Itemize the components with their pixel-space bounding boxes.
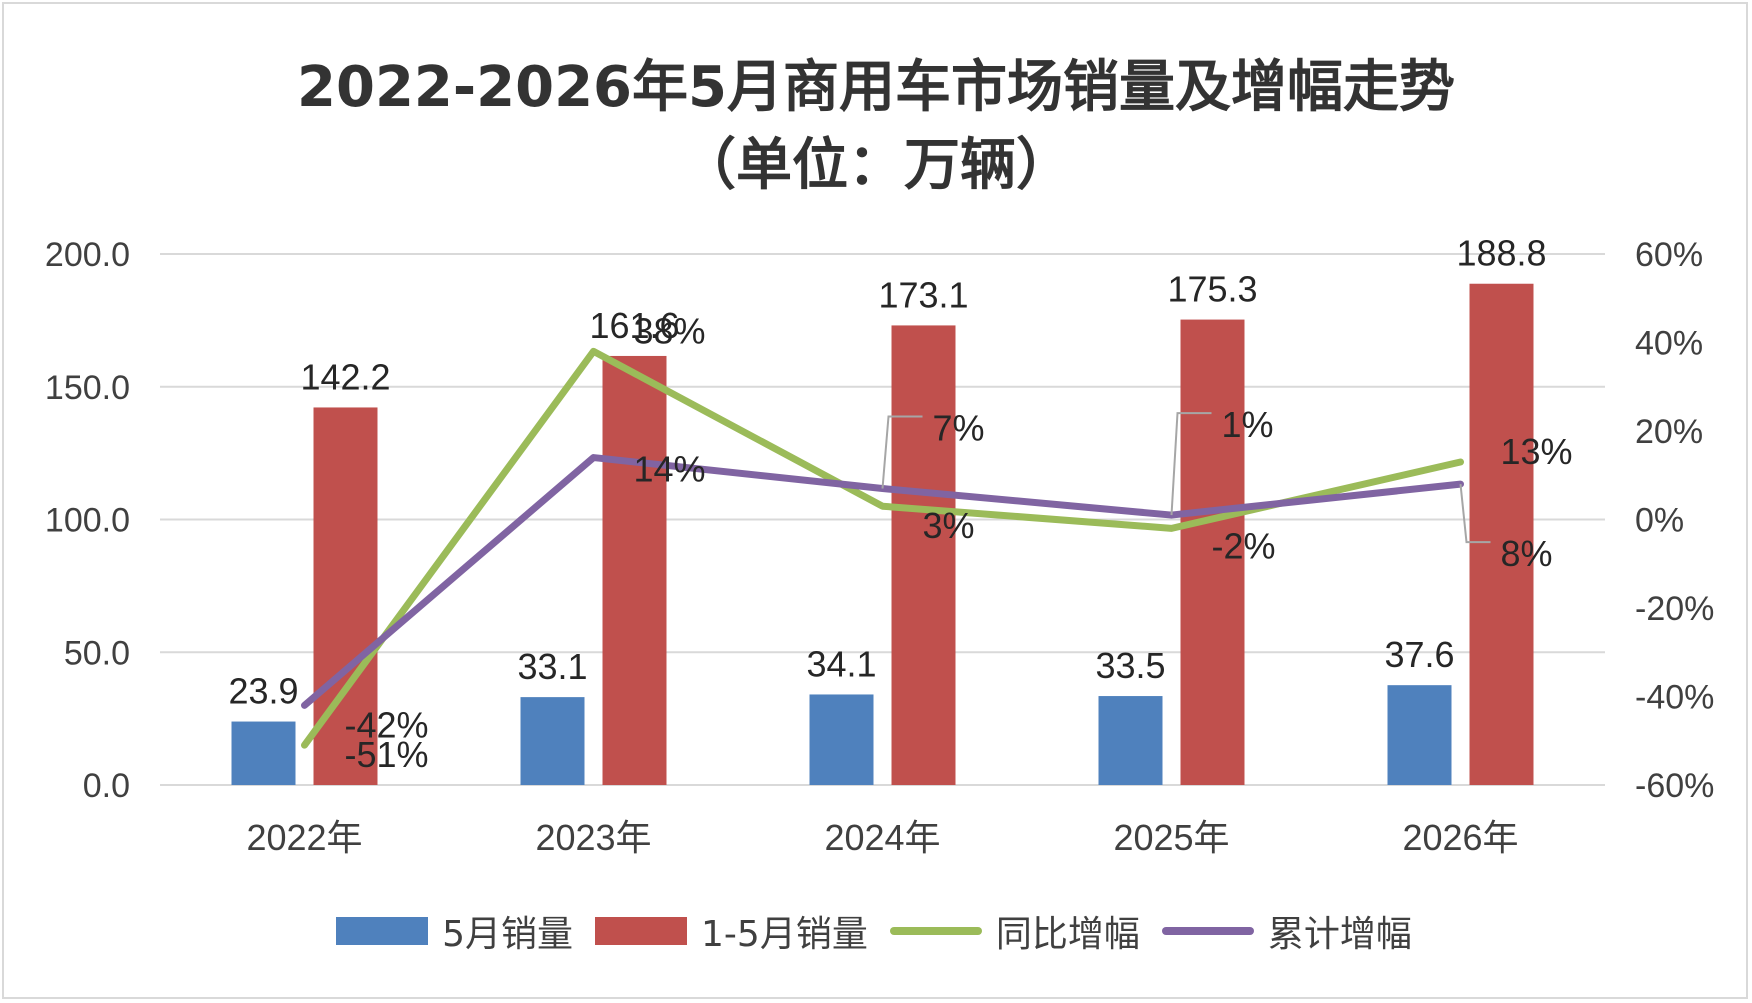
yoy-growth-data-label: -51% xyxy=(345,734,429,775)
ytd-sales-data-label: 175.3 xyxy=(1167,269,1257,310)
legend: 5月销量 1-5月销量 同比增幅 累计增幅 xyxy=(0,905,1752,957)
left-axis-tick-label: 0.0 xyxy=(83,767,130,805)
legend-item-yoy-growth: 同比增幅 xyxy=(889,905,1140,957)
yoy-growth-data-label: 3% xyxy=(923,505,975,546)
cumulative-growth-leader-line xyxy=(881,415,923,489)
legend-label: 同比增幅 xyxy=(995,914,1140,955)
right-axis-tick-label: 40% xyxy=(1635,325,1703,363)
yoy-growth-data-label: 13% xyxy=(1501,431,1573,472)
cumulative-growth-data-label: 7% xyxy=(933,408,985,449)
left-axis-tick-label: 100.0 xyxy=(45,502,130,540)
legend-item-may-sales: 5月销量 xyxy=(336,905,573,957)
category-label: 2024年 xyxy=(824,817,940,858)
may-sales-bar xyxy=(1098,696,1163,785)
may-sales-data-label: 33.5 xyxy=(1095,645,1165,686)
yoy-growth-data-label: -2% xyxy=(1212,525,1276,566)
category-label: 2026年 xyxy=(1402,817,1518,858)
may-sales-data-label: 37.6 xyxy=(1384,634,1454,675)
right-axis-tick-label: -20% xyxy=(1635,590,1714,628)
may-sales-data-label: 33.1 xyxy=(517,646,587,687)
ytd-sales-bar xyxy=(602,355,667,785)
right-axis-tick-label: -60% xyxy=(1635,767,1714,805)
cumulative-growth-leader-line xyxy=(1170,412,1212,516)
chart-subtitle: （单位：万辆） xyxy=(680,133,1072,198)
right-axis-tick-label: -40% xyxy=(1635,679,1714,717)
category-label: 2025年 xyxy=(1113,817,1229,858)
legend-label: 1-5月销量 xyxy=(701,914,868,955)
may-sales-bar xyxy=(1387,685,1452,785)
cumulative-growth-leader-line xyxy=(1459,483,1491,544)
may-sales-data-label: 34.1 xyxy=(806,643,876,684)
cumulative-growth-point xyxy=(592,456,595,459)
legend-label: 累计增幅 xyxy=(1267,914,1412,955)
left-axis-tick-label: 200.0 xyxy=(45,236,130,274)
legend-swatch-yoy-growth xyxy=(889,927,982,935)
cumulative-growth-line xyxy=(301,454,1464,709)
yoy-growth-point xyxy=(303,744,306,747)
right-axis-tick-label: 0% xyxy=(1635,502,1684,540)
legend-item-cumulative-growth: 累计增幅 xyxy=(1161,905,1412,957)
legend-label: 5月销量 xyxy=(442,914,574,955)
yoy-growth-data-label: 38% xyxy=(634,310,706,351)
may-sales-bar xyxy=(231,721,296,785)
legend-swatch-ytd-sales xyxy=(595,917,688,945)
ytd-sales-data-label: 173.1 xyxy=(878,274,968,315)
ytd-sales-bar xyxy=(1180,319,1245,785)
legend-swatch-may-sales xyxy=(336,917,429,945)
category-label: 2022年 xyxy=(246,817,362,858)
chart-title: 2022-2026年5月商用车市场销量及增幅走势 xyxy=(297,55,1455,120)
yoy-growth-line xyxy=(301,347,1464,749)
ytd-sales-bar xyxy=(891,325,956,785)
cumulative-growth-data-label: 1% xyxy=(1222,404,1274,445)
left-axis-tick-label: 50.0 xyxy=(64,634,130,672)
ytd-sales-data-label: 161.6 xyxy=(589,305,679,346)
right-axis-tick-label: 60% xyxy=(1635,236,1703,274)
legend-item-ytd-sales: 1-5月销量 xyxy=(595,905,868,957)
yoy-growth-point xyxy=(881,505,884,508)
may-sales-bar xyxy=(809,694,874,785)
yoy-growth-point xyxy=(1459,460,1462,463)
cumulative-growth-data-label: 14% xyxy=(634,449,706,490)
left-axis-tick-label: 150.0 xyxy=(45,369,130,407)
legend-swatch-cumulative-growth xyxy=(1161,927,1254,935)
category-label: 2023年 xyxy=(535,817,651,858)
yoy-growth-point xyxy=(592,350,595,353)
cumulative-growth-data-label: 8% xyxy=(1501,533,1553,574)
cumulative-growth-data-label: -42% xyxy=(345,704,429,745)
cumulative-growth-point xyxy=(303,704,306,707)
yoy-growth-point xyxy=(1170,527,1173,530)
ytd-sales-bar xyxy=(1469,283,1534,785)
right-axis-tick-label: 20% xyxy=(1635,413,1703,451)
may-sales-data-label: 23.9 xyxy=(228,671,298,712)
ytd-sales-data-label: 142.2 xyxy=(300,356,390,397)
may-sales-bar xyxy=(520,697,585,785)
ytd-sales-data-label: 188.8 xyxy=(1456,233,1546,274)
